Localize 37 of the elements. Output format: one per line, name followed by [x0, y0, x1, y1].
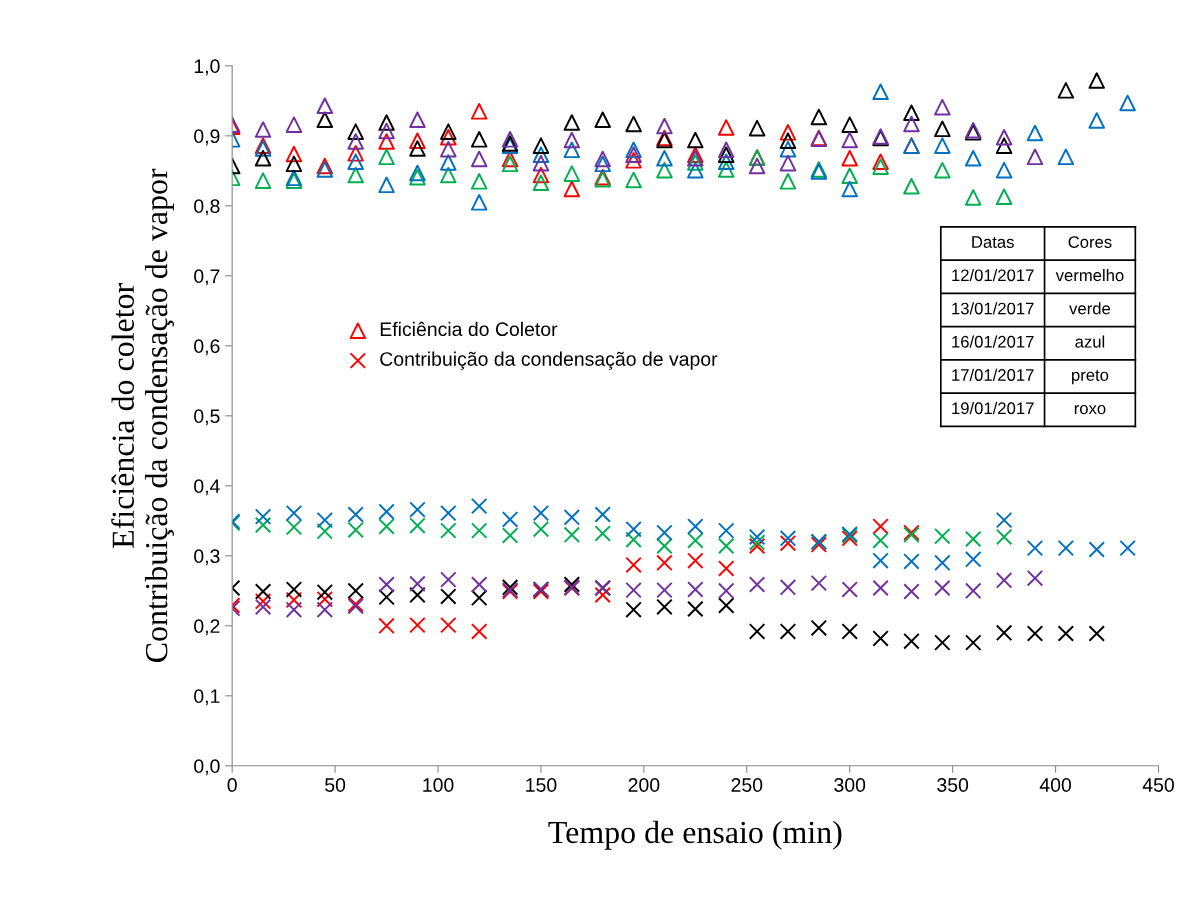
annotation: azul [1075, 335, 1105, 348]
x-tick-label: 400 [1039, 778, 1072, 792]
annotation: vermelho [1055, 268, 1124, 282]
x-axis-title: Tempo de ensaio (min) [548, 820, 842, 850]
y-tick-label: 0,4 [194, 479, 220, 496]
y-tick-label: 1,0 [194, 59, 220, 76]
y-tick-label: 0,0 [194, 759, 220, 776]
x-tick-label: 100 [423, 778, 454, 792]
annotation: 17/01/2017 [952, 368, 1034, 381]
annotation: verde [1069, 302, 1111, 315]
y-tick-label: 0,7 [194, 269, 220, 286]
y-axis-title: Eficiência do coletor Contribuição da condensação de vapor [111, 168, 174, 662]
x-tick-label: 350 [937, 778, 969, 792]
x-tick-label: 200 [628, 778, 660, 792]
annotation: 13/01/2017 [952, 302, 1034, 315]
y-tick-label: 0,5 [194, 409, 220, 426]
x-tick-label: 450 [1142, 778, 1174, 792]
annotation: 16/01/2017 [952, 335, 1034, 348]
annotation: roxo [1074, 405, 1106, 415]
annotation: 12/01/2017 [952, 268, 1034, 282]
legend-label: Eficiência do Coletor [380, 321, 558, 337]
x-tick-label: 50 [325, 778, 346, 792]
y-tick-label: 0,3 [194, 549, 220, 566]
annotation: Cores [1068, 236, 1112, 248]
y-tick-label: 0,1 [194, 689, 220, 706]
y-tick-label: 0,9 [194, 129, 220, 146]
x-tick-label: 300 [834, 778, 866, 792]
annotation: 19/01/2017 [952, 401, 1034, 415]
x-tick-label: 0 [227, 778, 237, 792]
y-tick-label: 0,6 [194, 339, 220, 356]
x-tick-label: 250 [731, 778, 763, 792]
y-tick-label: 0,2 [194, 619, 220, 636]
y-tick-label: 0,8 [194, 199, 220, 216]
annotation: preto [1072, 369, 1109, 385]
legend-label: Contribuição da condensação de vapor [380, 351, 718, 370]
x-tick-label: 150 [526, 778, 557, 792]
annotation: Datas [972, 236, 1014, 248]
